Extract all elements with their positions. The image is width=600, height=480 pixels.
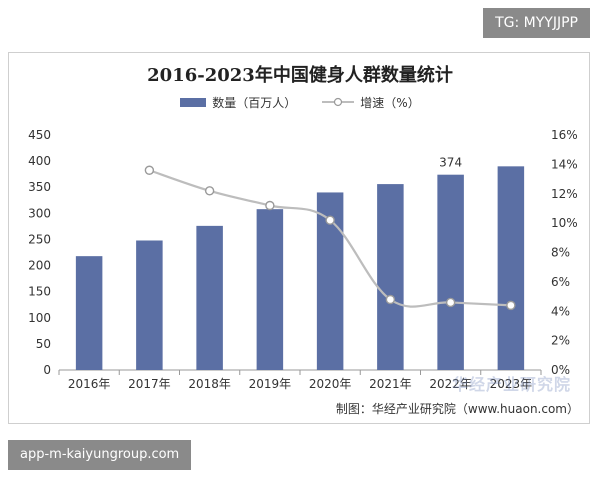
right-tick-label: 14%: [551, 157, 578, 171]
left-tick-label: 200: [28, 259, 51, 273]
data-label: 374: [439, 156, 462, 170]
source-note: 制图：华经产业研究院（www.huaon.com）: [335, 402, 579, 416]
legend-bar-label: 数量（百万人）: [212, 95, 297, 110]
legend-item-bar: 数量（百万人）: [180, 94, 296, 111]
right-axis-ticks: 0% 2% 4% 6% 8% 10% 12% 14% 16%: [551, 128, 578, 377]
bar-series: [75, 166, 525, 370]
left-tick-label: 300: [28, 206, 51, 220]
left-tick-label: 450: [28, 128, 51, 142]
x-tick-label: 2022年: [429, 377, 472, 391]
x-tick-label: 2023年: [490, 377, 533, 391]
left-tick-label: 150: [28, 285, 51, 299]
legend-line-label: 增速（%）: [360, 95, 420, 110]
watermark-tag-bottom: app-m-kaiyungroup.com: [8, 440, 192, 470]
bar: [136, 240, 163, 370]
growth-point: [325, 215, 335, 225]
right-tick-label: 10%: [551, 216, 578, 230]
left-tick-label: 350: [28, 180, 51, 194]
chart-card: 2016-2023年中国健身人群数量统计 数量（百万人） 增速（%） 0 50 10…: [8, 52, 590, 424]
growth-point: [265, 200, 275, 211]
x-tick-label: 2019年: [249, 377, 292, 391]
legend: 数量（百万人） 增速（%）: [9, 93, 591, 111]
x-tick-label: 2021年: [369, 377, 412, 391]
left-tick-label: 50: [36, 337, 51, 351]
watermark-tag-top: TG: MYYJJPP: [483, 8, 590, 38]
left-tick-label: 0: [43, 363, 51, 377]
growth-point: [144, 165, 155, 175]
right-tick-label: 12%: [551, 187, 578, 201]
bar: [497, 166, 525, 370]
bar: [75, 256, 103, 370]
bar: [377, 184, 404, 370]
growth-point: [204, 186, 215, 196]
bar: [437, 174, 464, 370]
data-labels: 374: [439, 156, 462, 170]
right-tick-label: 0%: [551, 363, 570, 377]
x-tick-label: 2018年: [188, 377, 231, 391]
right-tick-label: 8%: [551, 246, 570, 260]
x-tick-label: 2016年: [68, 377, 111, 391]
chart-plot: 0 50 100 150 200 250 300 350 400 450 0% 2% 4% 6% 8% 10…: [28, 128, 578, 391]
left-tick-label: 400: [28, 154, 51, 168]
watermark-text: 华经产业研究院: [451, 375, 571, 394]
bar: [196, 225, 223, 370]
growth-point: [445, 297, 456, 308]
right-tick-label: 16%: [551, 128, 578, 142]
right-tick-label: 4%: [551, 304, 570, 318]
legend-line-swatch: [322, 97, 355, 107]
left-tick-label: 100: [28, 311, 51, 325]
legend-item-line: 增速（%）: [322, 94, 420, 111]
x-tick-label: 2017年: [128, 377, 171, 391]
growth-point: [385, 294, 396, 305]
growth-point: [506, 300, 516, 311]
chart-title: 2016-2023年中国健身人群数量统计: [147, 65, 453, 86]
left-tick-label: 250: [28, 232, 51, 246]
x-tick-label: 2020年: [309, 377, 352, 391]
left-axis-ticks: 0 50 100 150 200 250 300 350 400 450: [28, 128, 51, 377]
legend-bar-swatch: [180, 97, 207, 107]
bar: [256, 209, 284, 370]
growth-line-series: [144, 165, 516, 311]
right-tick-label: 2%: [551, 334, 570, 348]
right-tick-label: 6%: [551, 275, 570, 289]
x-axis-ticks: 2016年 2017年 2018年 2019年 2020年 2021年 2022年 2023年: [58, 370, 542, 391]
